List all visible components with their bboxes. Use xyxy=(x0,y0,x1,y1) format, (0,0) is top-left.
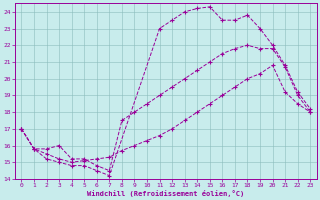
X-axis label: Windchill (Refroidissement éolien,°C): Windchill (Refroidissement éolien,°C) xyxy=(87,190,244,197)
